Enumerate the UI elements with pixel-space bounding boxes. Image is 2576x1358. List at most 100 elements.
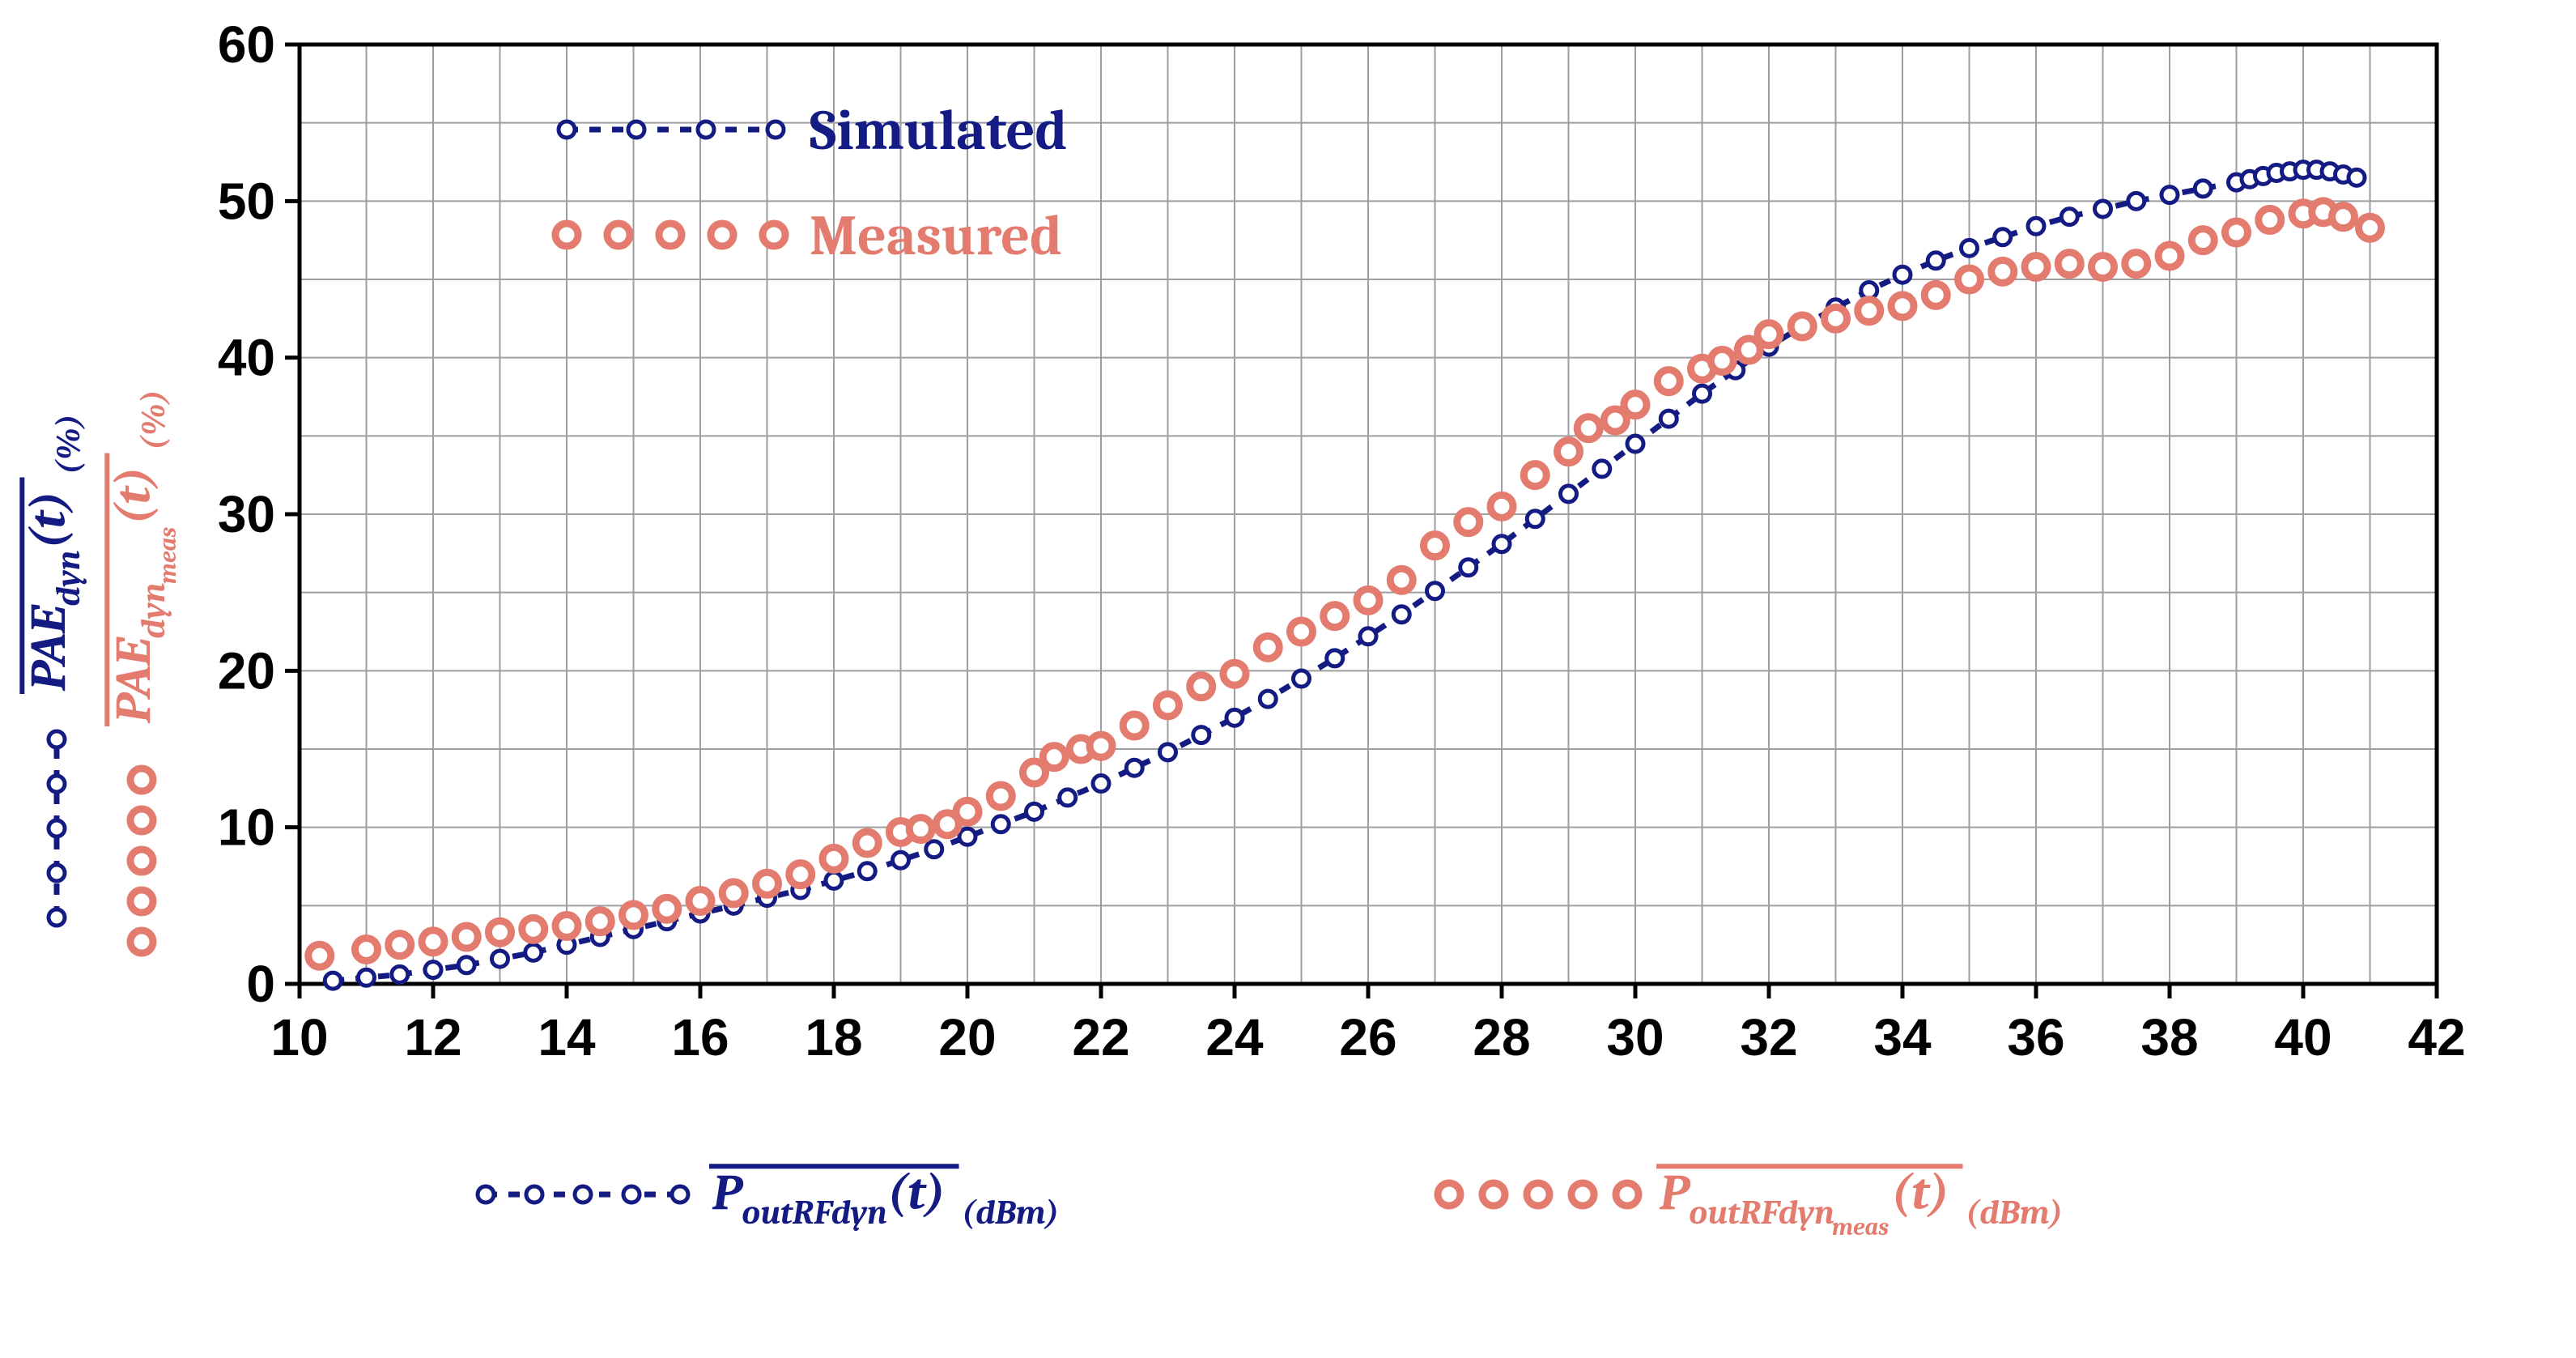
x-tick-label: 24 [1205,1008,1264,1066]
math-sub: outRFdyn [1689,1193,1834,1232]
simulated-marker [1193,727,1209,743]
measured-marker [1858,300,1881,322]
simulated-marker [359,969,375,986]
math-arg: (t) [888,1164,946,1222]
x-sample-sim-marker [672,1186,688,1203]
legend-simulated-label: Simulated [810,98,1067,164]
measured-marker [656,897,678,920]
math-arg: (t) [19,491,78,548]
x-sample-meas-marker [1438,1183,1460,1206]
measured-marker [1290,620,1313,643]
pae-chart: 1012141618202224262830323436384042010203… [0,0,2576,1358]
y-tick-label: 0 [246,955,275,1013]
x-tick-label: 26 [1339,1008,1396,1066]
x-sample-sim-marker [623,1186,640,1203]
measured-marker [1577,417,1600,440]
simulated-marker [1226,709,1243,726]
simulated-marker [1561,486,1577,502]
x-tick-label: 18 [805,1008,862,1066]
measured-marker [989,785,1012,807]
simulated-marker [1928,253,1944,269]
math-unit: (%) [134,390,173,449]
y-tick-label: 20 [218,641,275,700]
simulated-marker [325,973,341,989]
measured-marker [1223,662,1246,685]
math-sub2: meas [1832,1213,1889,1241]
simulated-marker [1027,803,1043,819]
simulated-marker [1327,650,1343,666]
measured-marker [722,882,745,905]
y-sample-meas-marker [130,809,153,832]
x-tick-label: 38 [2140,1008,2198,1066]
measured-marker [1624,394,1647,416]
measured-marker [1825,307,1847,330]
measured-marker [489,921,512,943]
x-tick-label: 16 [671,1008,729,1066]
simulated-marker [525,944,542,960]
y-label-sim-text: PAEdyn(t)(%) [19,414,88,694]
measured-marker [2225,221,2248,244]
measured-marker [856,832,878,854]
y-tick-label: 60 [218,15,275,74]
measured-marker [1657,370,1680,393]
legend-meas-marker [763,223,785,246]
simulated-marker [425,962,441,978]
measured-marker [823,847,845,870]
measured-marker [308,944,331,967]
measured-marker [422,930,444,953]
x-tick-label: 42 [2408,1008,2465,1066]
simulated-marker [1427,583,1443,599]
x-sample-sim-marker [575,1186,591,1203]
y-tick-label: 30 [218,485,275,543]
x-tick-label: 14 [538,1008,596,1066]
measured-marker [1043,746,1065,768]
measured-marker [2025,256,2047,279]
y-tick-label: 10 [218,798,275,857]
measured-marker [355,938,378,960]
simulated-marker [959,828,976,845]
simulated-marker [1494,536,1510,552]
simulated-marker [859,863,875,879]
measured-marker [2125,253,2148,275]
x-tick-label: 30 [1606,1008,1664,1066]
y-axis-label-measured: PAEdynmeas(t)(%) [104,390,182,953]
simulated-marker [1594,461,1610,477]
simulated-marker [1360,628,1376,645]
simulated-marker [1294,670,1310,687]
simulated-marker [1627,436,1643,452]
legend-sim-marker [698,121,714,138]
measured-marker [956,800,979,823]
simulated-marker [893,852,909,868]
legend-meas-marker [659,223,682,246]
math-sub: dyn [49,551,88,607]
legend-measured-label: Measured [810,203,1062,269]
math-main: PAE [19,604,78,692]
measured-marker [1558,441,1580,463]
measured-marker [1390,568,1413,591]
y-sample-meas-marker [130,768,153,791]
x-tick-label: 20 [938,1008,996,1066]
simulated-marker [2195,181,2211,197]
measured-marker [1524,464,1546,487]
legend-meas-marker [555,223,578,246]
y-sample-meas-marker [130,890,153,913]
measured-marker [389,934,411,956]
legend-sim-marker [559,121,575,138]
x-sample-sim-marker [478,1186,494,1203]
measured-marker [2359,216,2382,239]
measured-marker [1256,636,1279,658]
measured-marker [1758,323,1780,346]
measured-marker [1157,694,1180,717]
measured-marker [756,872,779,895]
measured-marker [2158,245,2181,267]
legend-meas-marker [607,223,630,246]
x-axis-label-measured: PoutRFdynmeas(t)(dBm) [1438,1164,2063,1241]
measured-marker [1992,260,2014,283]
math-main: PAE [104,636,163,724]
x-sample-sim-marker [526,1186,542,1203]
simulated-marker [1527,511,1543,527]
measured-marker [1090,734,1112,757]
simulated-marker [2061,209,2077,225]
math-unit: (dBm) [963,1193,1060,1232]
measured-marker [1711,350,1733,372]
